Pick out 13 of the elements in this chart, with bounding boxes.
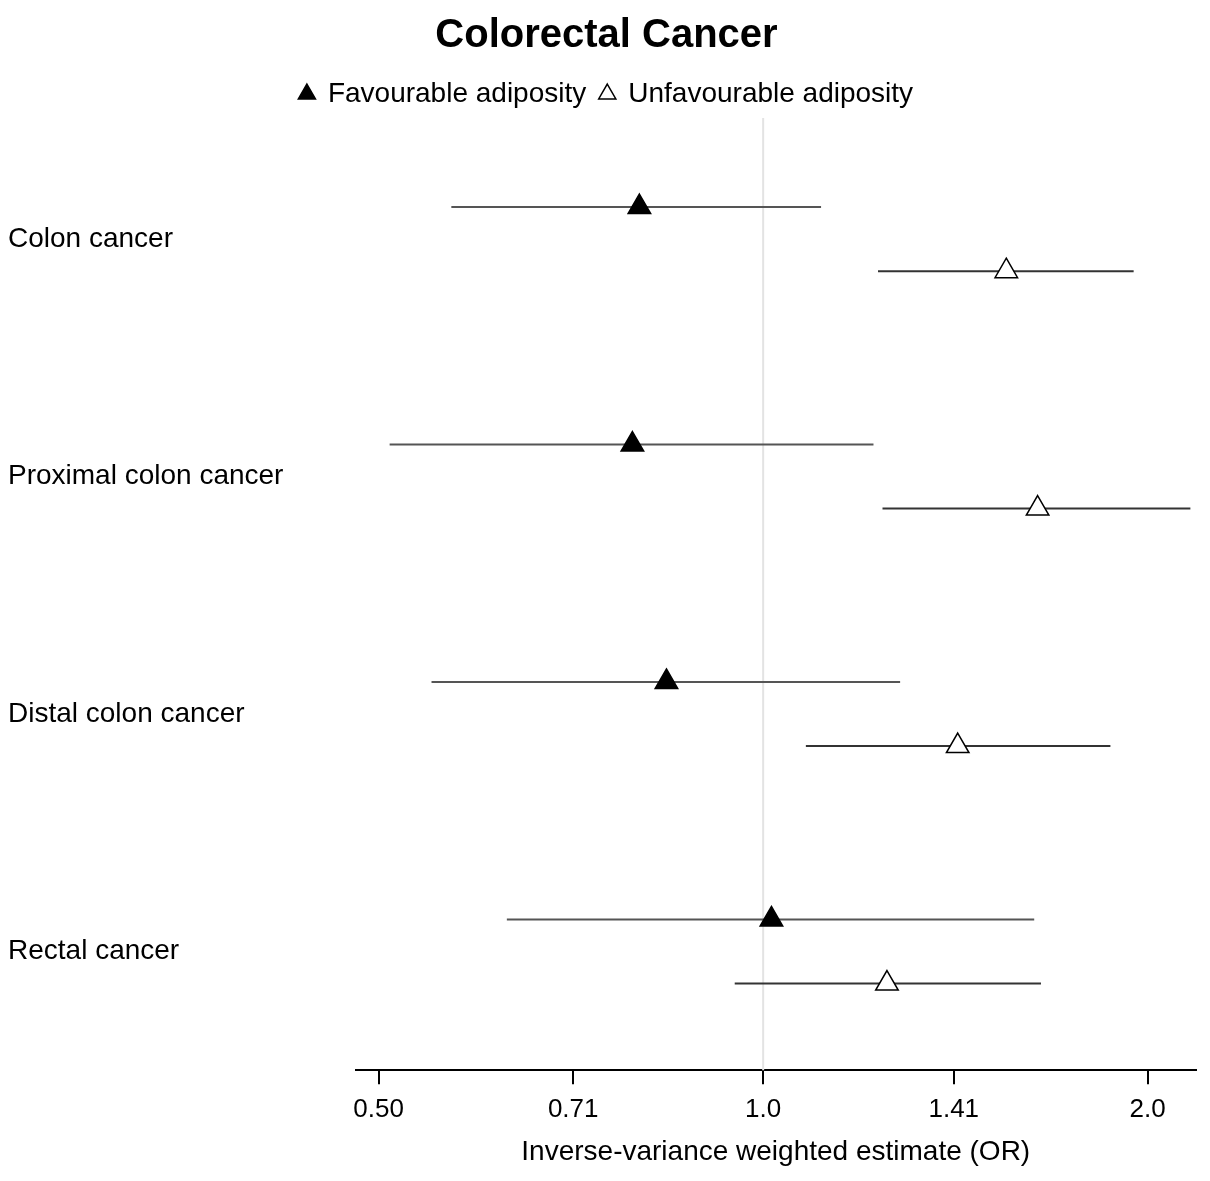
x-tick-label: 1.0 bbox=[745, 1092, 782, 1123]
y-tick-label: Distal colon cancer bbox=[8, 696, 245, 728]
legend-label: Unfavourable adiposity bbox=[628, 76, 914, 108]
y-tick-label: Proximal colon cancer bbox=[8, 459, 284, 491]
x-tick-label: 0.50 bbox=[353, 1092, 404, 1123]
x-tick-label: 0.71 bbox=[547, 1092, 599, 1123]
x-tick-label: 2.0 bbox=[1129, 1092, 1166, 1123]
x-axis-title: Inverse-variance weighted estimate (OR) bbox=[521, 1134, 1031, 1166]
y-tick-label: Colon cancer bbox=[8, 221, 173, 253]
x-tick-label: 1.41 bbox=[928, 1092, 980, 1123]
chart-title: Colorectal Cancer bbox=[435, 11, 778, 56]
legend-label: Favourable adiposity bbox=[327, 76, 587, 108]
y-tick-label: Rectal cancer bbox=[8, 934, 180, 966]
